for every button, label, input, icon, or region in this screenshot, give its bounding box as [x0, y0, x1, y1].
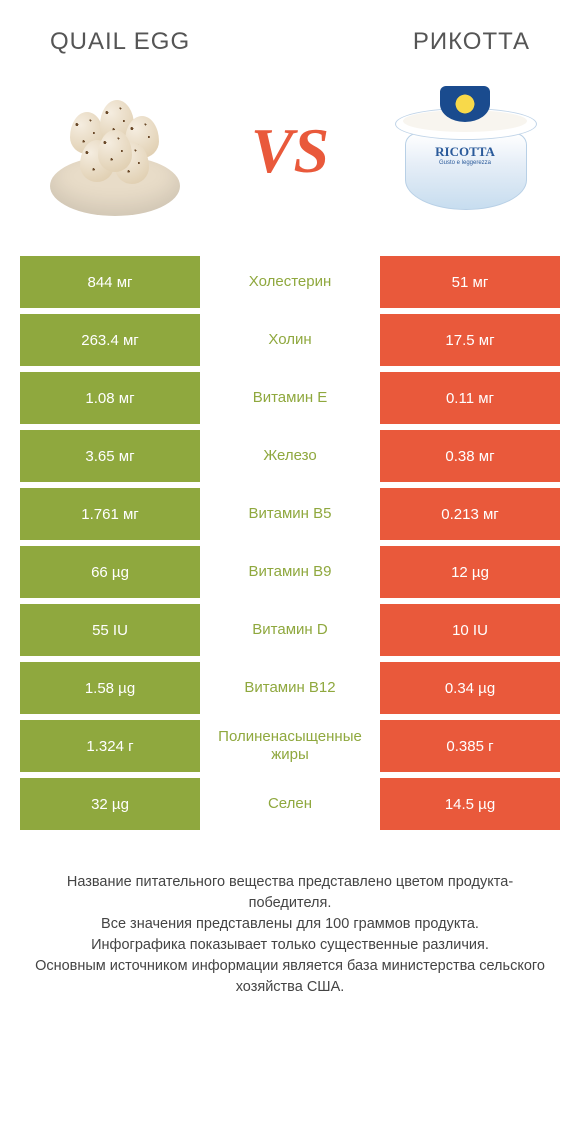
right-value: 10 IU [380, 604, 560, 656]
table-row: 1.761 мгВитамин B50.213 мг [20, 488, 560, 540]
left-value: 32 µg [20, 778, 200, 830]
nutrient-label: Витамин B12 [200, 662, 380, 714]
right-value: 17.5 мг [380, 314, 560, 366]
right-value: 0.385 г [380, 720, 560, 772]
infographic: Quail egg РИКОТТА VS RICOTTA Gusto e leg… [0, 0, 580, 1038]
table-row: 55 IUВитамин D10 IU [20, 604, 560, 656]
right-product-title: РИКОТТА [413, 28, 530, 56]
left-value: 263.4 мг [20, 314, 200, 366]
images-row: VS RICOTTA Gusto e leggerezza [0, 56, 580, 256]
left-value: 66 µg [20, 546, 200, 598]
nutrient-label: Витамин D [200, 604, 380, 656]
right-value: 0.34 µg [380, 662, 560, 714]
footer-line: Основным источником информации является … [30, 956, 550, 998]
left-value: 1.08 мг [20, 372, 200, 424]
footer-line: Название питательного вещества представл… [30, 872, 550, 914]
table-row: 66 µgВитамин B912 µg [20, 546, 560, 598]
right-value: 51 мг [380, 256, 560, 308]
table-row: 32 µgСелен14.5 µg [20, 778, 560, 830]
left-value: 3.65 мг [20, 430, 200, 482]
quail-egg-image [30, 76, 200, 226]
left-value: 1.324 г [20, 720, 200, 772]
table-row: 844 мгХолестерин51 мг [20, 256, 560, 308]
table-row: 263.4 мгХолин17.5 мг [20, 314, 560, 366]
table-row: 1.58 µgВитамин B120.34 µg [20, 662, 560, 714]
right-value: 0.38 мг [380, 430, 560, 482]
nutrient-label: Селен [200, 778, 380, 830]
right-value: 0.213 мг [380, 488, 560, 540]
nutrient-label: Полиненасыщенные жиры [200, 720, 380, 772]
right-value: 0.11 мг [380, 372, 560, 424]
footer-notes: Название питательного вещества представл… [0, 836, 580, 1038]
footer-line: Все значения представлены для 100 граммо… [30, 914, 550, 935]
left-value: 1.58 µg [20, 662, 200, 714]
footer-line: Инфографика показывает только существенн… [30, 935, 550, 956]
vs-label: VS [251, 114, 329, 188]
ricotta-sub-label: Gusto e leggerezza [420, 160, 510, 166]
right-value: 14.5 µg [380, 778, 560, 830]
nutrient-label: Витамин B5 [200, 488, 380, 540]
ricotta-image: RICOTTA Gusto e leggerezza [380, 76, 550, 226]
header: Quail egg РИКОТТА [0, 0, 580, 56]
nutrient-label: Холин [200, 314, 380, 366]
comparison-table: 844 мгХолестерин51 мг 263.4 мгХолин17.5 м… [0, 256, 580, 830]
nutrient-label: Железо [200, 430, 380, 482]
table-row: 3.65 мгЖелезо0.38 мг [20, 430, 560, 482]
ricotta-brand-label: RICOTTA [420, 144, 510, 160]
table-row: 1.324 гПолиненасыщенные жиры0.385 г [20, 720, 560, 772]
left-value: 55 IU [20, 604, 200, 656]
nutrient-label: Витамин E [200, 372, 380, 424]
left-product-title: Quail egg [50, 28, 190, 56]
nutrient-label: Витамин B9 [200, 546, 380, 598]
table-row: 1.08 мгВитамин E0.11 мг [20, 372, 560, 424]
nutrient-label: Холестерин [200, 256, 380, 308]
left-value: 844 мг [20, 256, 200, 308]
right-value: 12 µg [380, 546, 560, 598]
left-value: 1.761 мг [20, 488, 200, 540]
